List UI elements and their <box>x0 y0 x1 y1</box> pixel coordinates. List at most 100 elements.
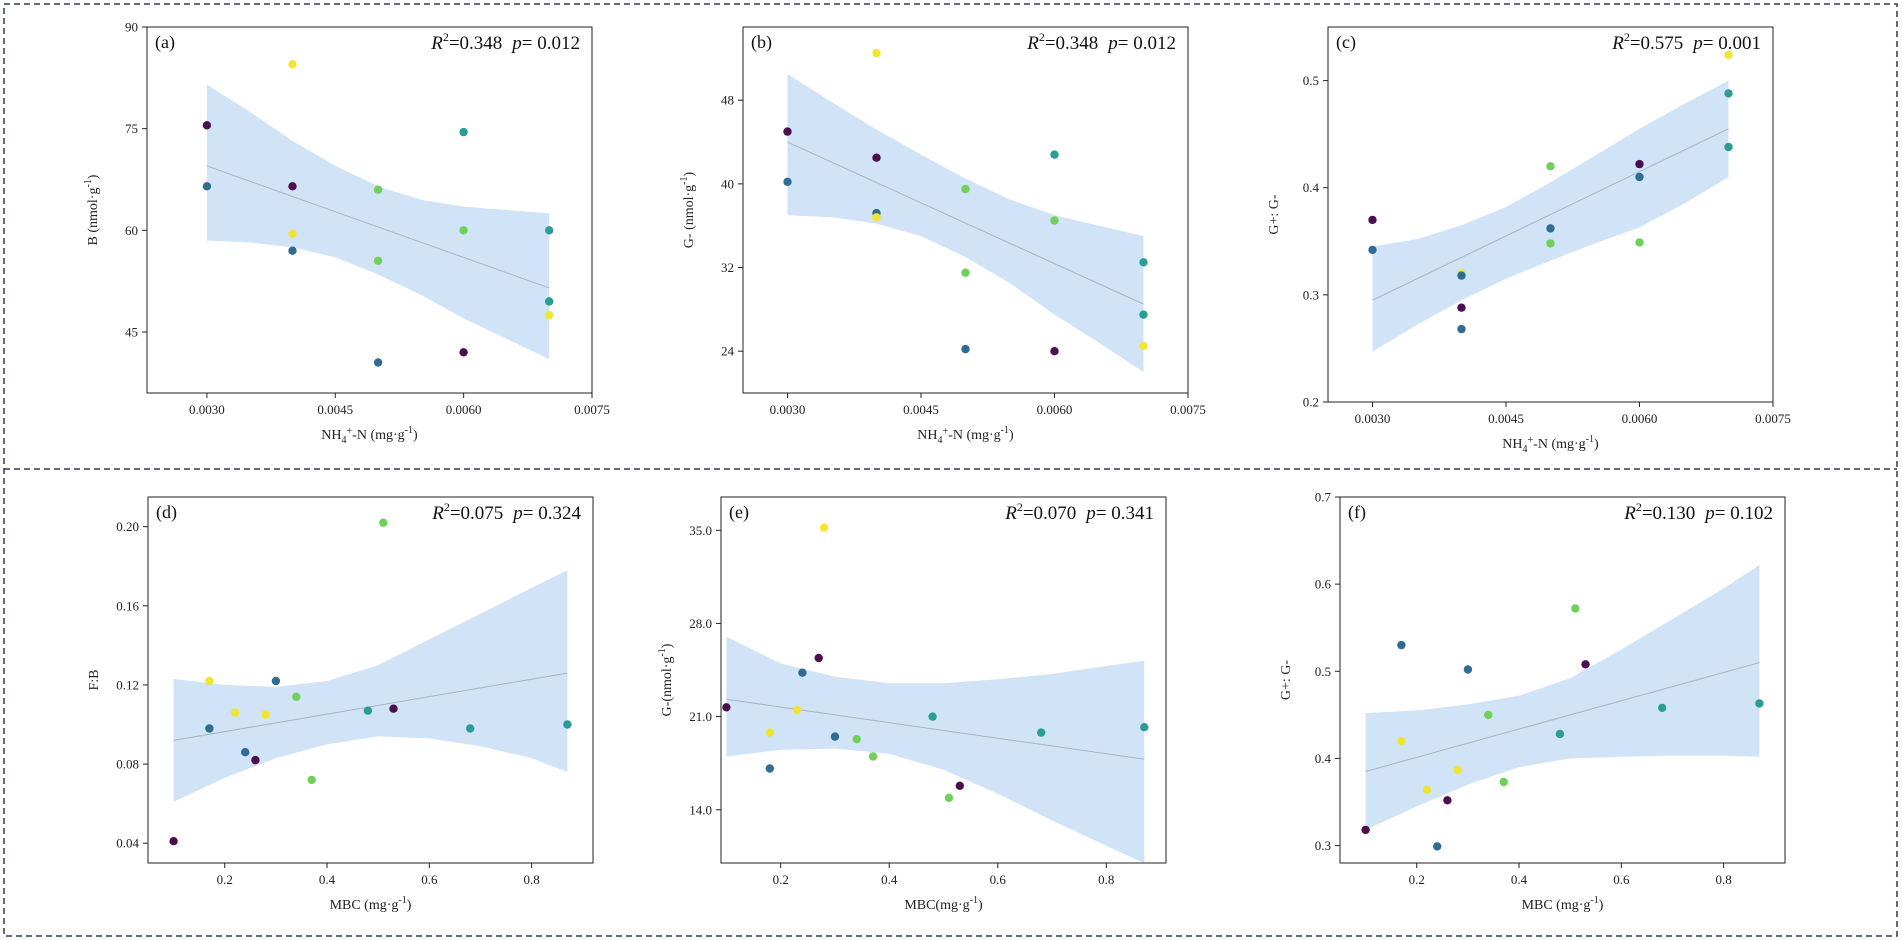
x-tick-label: 0.2 <box>773 872 789 887</box>
x-label-unit: -N (mg·g <box>1533 437 1586 452</box>
x-tick-label: 0.0030 <box>770 402 806 417</box>
x-axis-label: MBC (mg·g-1) <box>1522 895 1604 913</box>
r2-value: =0.348 <box>449 33 502 54</box>
data-point <box>1581 660 1590 669</box>
y-tick-label: 75 <box>125 121 138 136</box>
panel-label: (d) <box>156 502 177 523</box>
y-tick-label: 0.20 <box>116 519 139 534</box>
x-axis-label: MBC (mg·g-1) <box>330 895 412 913</box>
r2-symbol: R <box>1611 33 1624 54</box>
y-axis-label: B (nmol·g-1) <box>83 174 101 245</box>
data-point <box>459 226 468 235</box>
regression-line <box>206 165 550 289</box>
panel-c: 0.0030 0.0045 0.0060 0.0075 0.2 0.3 0.4 0.5 (c) R… <box>1267 26 1791 455</box>
data-point <box>1140 723 1149 732</box>
stats-annotation: R2=0.348 p= 0.012 <box>1026 30 1176 54</box>
y-tick-label: 0.16 <box>116 598 139 613</box>
x-tick-label: 0.0060 <box>1037 402 1073 417</box>
x-label-main: MBC(mg·g <box>904 898 969 913</box>
data-point <box>545 297 554 306</box>
y-label-main: G- (nmol·g <box>682 185 697 248</box>
y-label-end: ) <box>86 174 101 179</box>
x-tick-label: 0.2 <box>1409 872 1425 887</box>
data-point <box>261 710 270 719</box>
data-point <box>1555 729 1565 739</box>
data-point <box>379 518 388 527</box>
y-tick-label: 0.3 <box>1303 287 1319 302</box>
data-point <box>961 268 970 277</box>
x-label-superscript: + <box>943 426 949 437</box>
x-tick-label: 0.0075 <box>574 402 610 417</box>
x-tick-label: 0.0060 <box>1622 411 1658 426</box>
r2-superscript: 2 <box>443 30 449 44</box>
stats-annotation: R2=0.575 p= 0.001 <box>1611 30 1761 54</box>
data-point <box>1397 640 1406 650</box>
data-point <box>1457 271 1466 280</box>
data-point <box>1139 310 1148 319</box>
data-point <box>1484 710 1493 720</box>
r2-value: =0.070 <box>1023 503 1076 524</box>
y-label-main: G+: G- <box>1267 194 1282 235</box>
data-point <box>205 724 214 733</box>
data-point <box>1635 172 1644 182</box>
y-tick-label: 0.12 <box>116 677 139 692</box>
plot-frame <box>146 26 593 394</box>
x-axis-label: NH4+-N (mg·g-1) <box>1502 434 1599 455</box>
data-point <box>792 705 802 715</box>
data-point <box>202 121 212 130</box>
data-point <box>783 127 792 136</box>
y-tick-label: 48 <box>721 93 734 108</box>
data-point <box>1635 238 1644 247</box>
data-point <box>563 720 572 729</box>
data-point <box>1635 159 1644 169</box>
p-value: = 0.001 <box>1703 33 1761 54</box>
confidence-band <box>726 636 1145 863</box>
data-point <box>1658 703 1667 713</box>
r2-superscript: 2 <box>1017 500 1023 514</box>
stats-annotation: R2=0.348 p= 0.012 <box>430 30 580 54</box>
x-label-main: NH <box>917 428 937 443</box>
p-symbol: p <box>510 33 522 54</box>
data-point <box>1368 215 1377 225</box>
y-label-main: B (nmol·g <box>86 188 101 246</box>
r2-superscript: 2 <box>444 500 450 514</box>
x-tick-label: 0.6 <box>1613 872 1630 887</box>
figure-frame <box>3 3 1898 937</box>
regression-line <box>1365 662 1760 772</box>
data-point <box>830 732 840 741</box>
panel-label: (e) <box>729 502 749 523</box>
x-tick-label: 0.8 <box>523 872 539 887</box>
y-tick-label: 24 <box>721 344 735 359</box>
x-label-subscript: 4 <box>938 435 943 446</box>
x-label-end: ) <box>413 428 418 443</box>
regression-line <box>173 672 568 741</box>
x-label-unit-superscript: -1 <box>1586 434 1594 445</box>
data-point <box>1050 150 1059 159</box>
data-point <box>872 213 881 222</box>
data-point <box>202 182 212 191</box>
p-symbol: p <box>1703 503 1715 524</box>
y-tick-label: 0.4 <box>1303 180 1320 195</box>
x-tick-label: 0.8 <box>1715 872 1731 887</box>
data-point <box>288 229 297 238</box>
x-label-unit: -N (mg·g <box>948 428 1001 443</box>
panel-d: 0.2 0.4 0.6 0.8 0.04 0.08 0.12 0.16 0.20 (d) R2=0.… <box>87 496 594 913</box>
panel-label: (c) <box>1336 32 1356 53</box>
y-tick-label: 0.6 <box>1315 577 1332 592</box>
y-tick-label: 0.3 <box>1315 838 1331 853</box>
data-point <box>307 775 316 785</box>
p-value: = 0.324 <box>523 503 582 524</box>
x-label-end: ) <box>1009 428 1014 443</box>
data-point <box>1457 324 1466 334</box>
data-point <box>1499 777 1508 787</box>
x-label-unit-superscript: -1 <box>405 425 413 436</box>
stats-annotation: R2=0.075 p= 0.324 <box>431 500 581 524</box>
data-point <box>1433 842 1442 851</box>
x-tick-label: 0.0045 <box>317 402 353 417</box>
data-point <box>1724 50 1733 60</box>
data-point <box>1368 245 1377 255</box>
data-point <box>722 703 731 712</box>
data-point <box>1724 142 1733 152</box>
y-tick-label: 28.0 <box>689 616 712 631</box>
data-point <box>459 127 468 137</box>
